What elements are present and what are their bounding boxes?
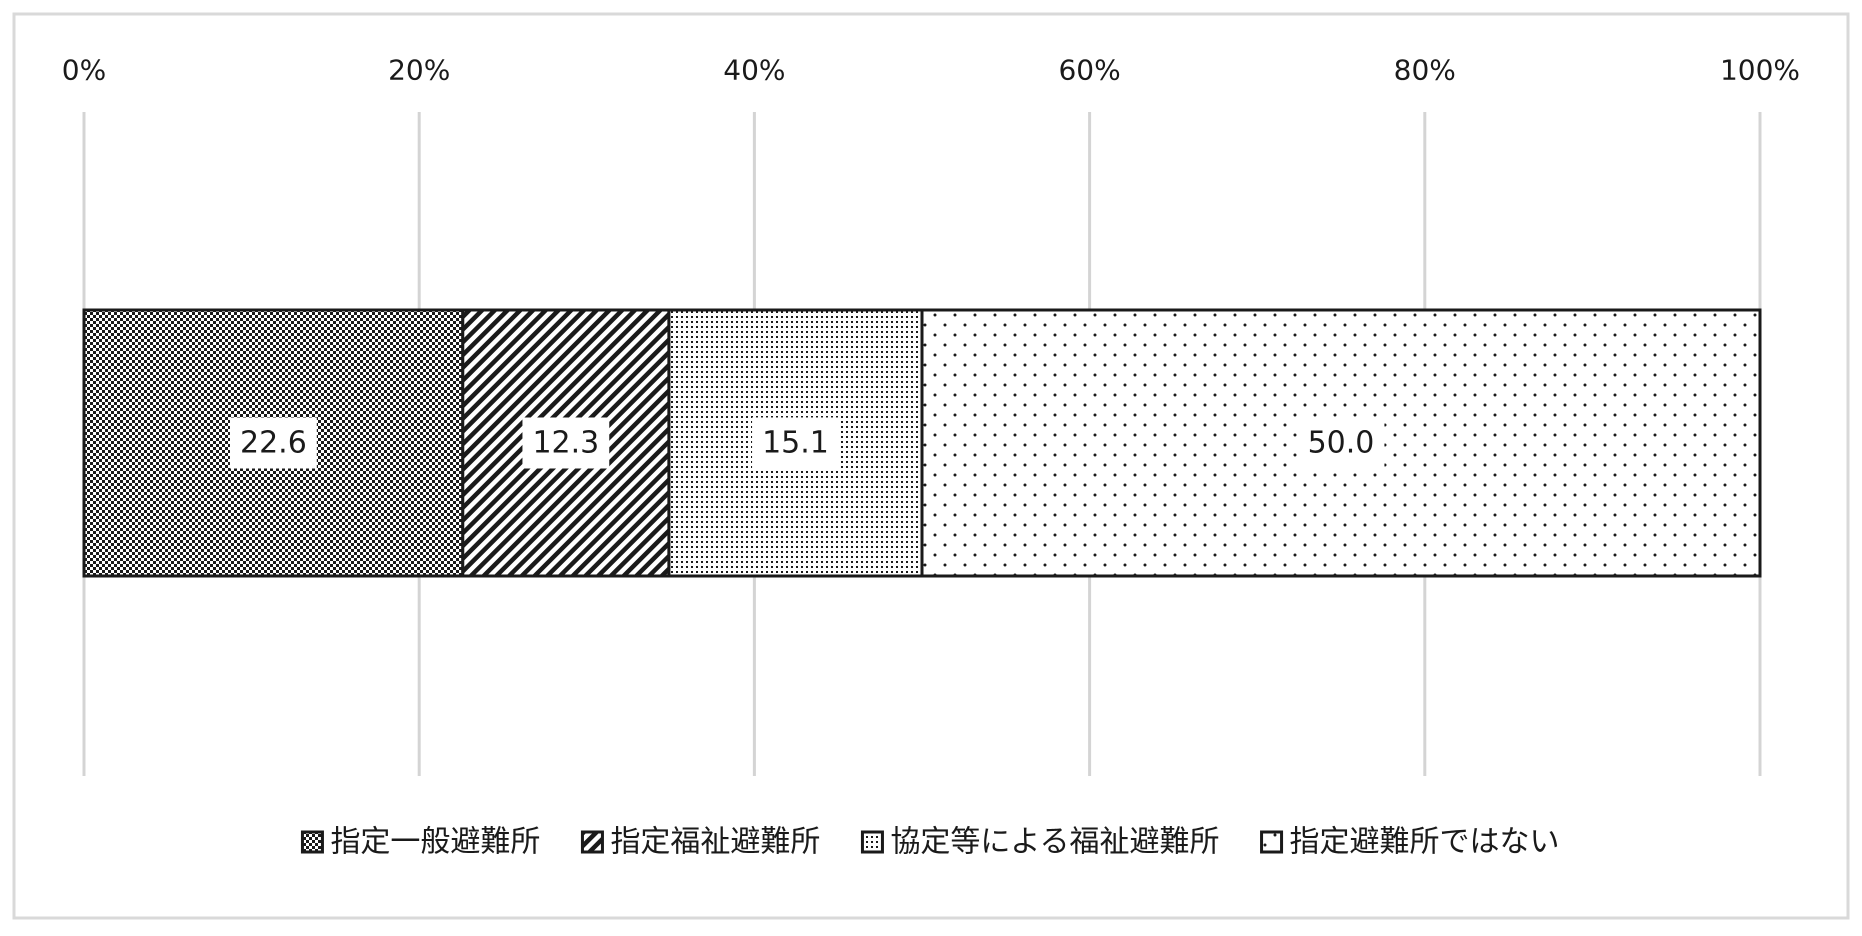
x-tick-label-40: 40%: [723, 54, 785, 87]
legend-item-3: 協定等による福祉避難所: [860, 825, 1220, 860]
data-label-text: 22.6: [240, 426, 307, 461]
data-label-box: [752, 417, 839, 469]
bar-segments: [82, 308, 1762, 578]
legend-swatch: [1260, 830, 1284, 854]
legend-item-4: 指定避難所ではない: [1260, 825, 1560, 860]
legend-label: 指定一般避難所: [330, 825, 540, 860]
legend-label: 指定福祉避難所: [610, 825, 820, 860]
legend-swatch: [300, 830, 324, 854]
legend-item-1: 指定一般避難所: [300, 825, 540, 860]
data-labels: 22.6 12.3 15.1 50.0: [229, 417, 1385, 469]
bar-segment-2: [461, 308, 671, 578]
data-label-text: 15.1: [762, 426, 829, 461]
legend-item-2: 指定福祉避難所: [580, 825, 820, 860]
data-label-text: 12.3: [532, 426, 599, 461]
data-label-box: [229, 417, 317, 469]
data-label-2: 12.3: [522, 417, 610, 469]
data-label-box: [522, 417, 610, 469]
legend-swatch: [580, 830, 604, 854]
legend-label: 協定等による福祉避難所: [890, 825, 1219, 860]
x-tick-label-100: 100%: [1720, 54, 1800, 87]
data-label-text: 50.0: [1308, 426, 1375, 461]
bar-segment-3: [667, 308, 924, 578]
legend-swatch: [860, 830, 884, 854]
x-tick-label-80: 80%: [1394, 54, 1456, 87]
data-label-3: 15.1: [752, 417, 839, 469]
x-axis-tick-labels: 0% 20% 40% 60% 80% 100%: [62, 54, 1800, 87]
data-label-box: [1297, 417, 1385, 469]
x-tick-label-0: 0%: [62, 54, 106, 87]
data-label-1: 22.6: [229, 417, 317, 469]
x-tick-label-60: 60%: [1058, 54, 1120, 87]
data-label-4: 50.0: [1297, 417, 1385, 469]
legend-label: 指定避難所ではない: [1290, 825, 1560, 860]
x-tick-label-20: 20%: [388, 54, 450, 87]
legend: 指定一般避難所 指定福祉避難所 協定等による福祉避難所 指定避難所ではない: [300, 825, 1560, 860]
